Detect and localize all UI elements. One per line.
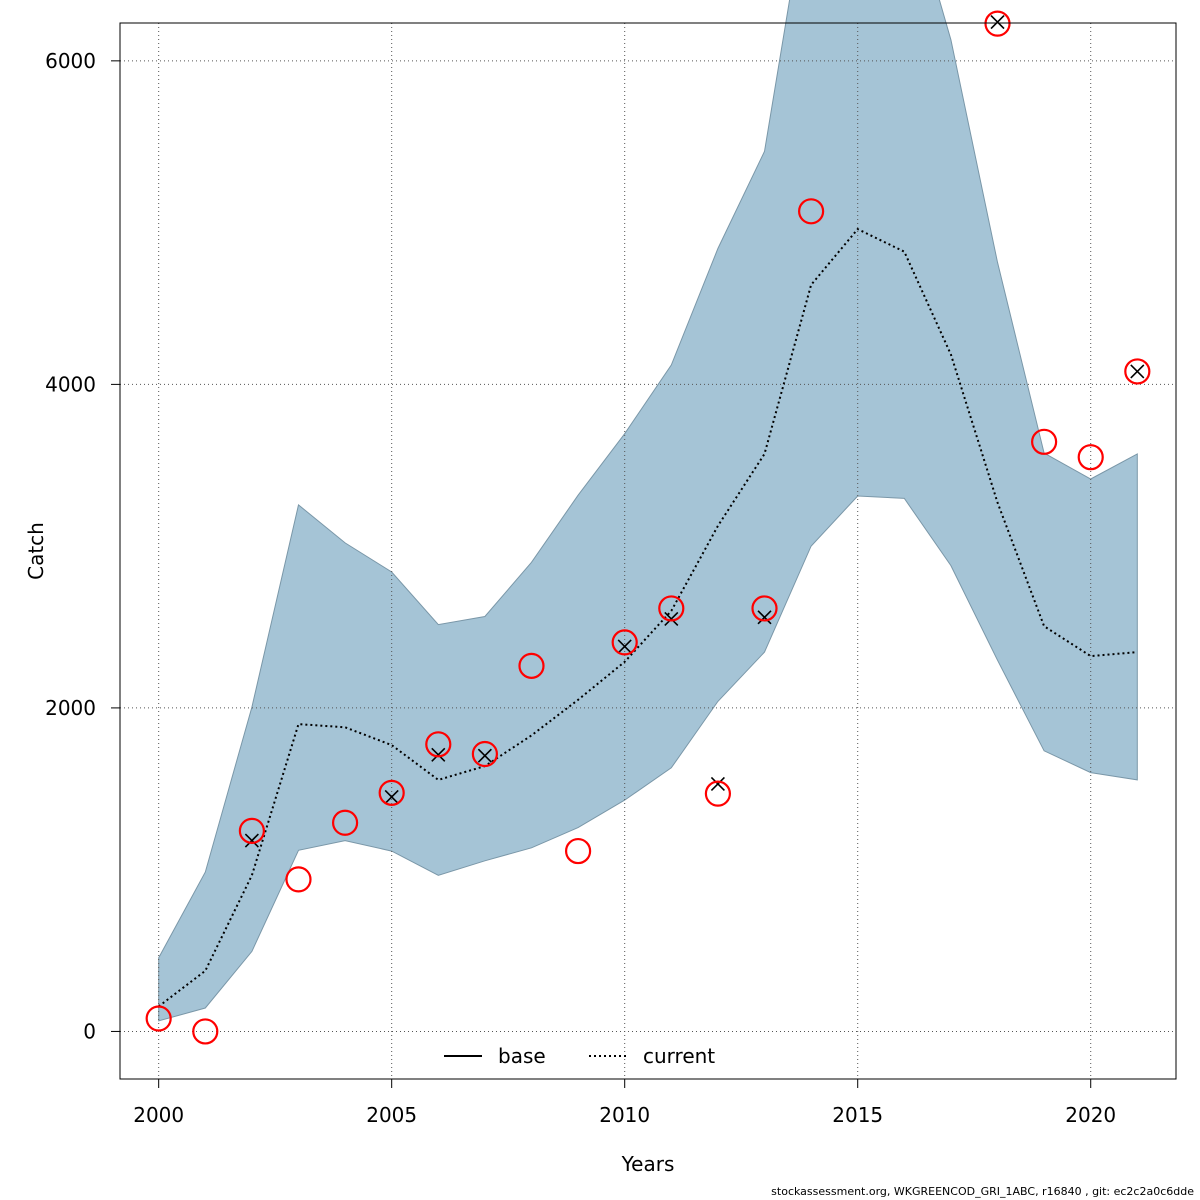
predicted-point-2007 <box>477 748 492 763</box>
predicted-point-2011 <box>664 611 679 627</box>
y-axis-title: Catch <box>24 522 48 580</box>
point-layer <box>145 10 1151 1045</box>
x-tick-label: 2010 <box>599 1103 650 1127</box>
predicted-point-2013 <box>757 610 772 625</box>
predicted-cross-stroke <box>477 748 492 763</box>
legend-label-base: base <box>498 1044 546 1068</box>
series-line-layer <box>158 227 1138 1008</box>
predicted-cross-stroke <box>244 833 259 848</box>
predicted-cross-stroke <box>617 639 632 654</box>
predicted-point-2002 <box>244 833 259 848</box>
observed-point-2006 <box>425 731 452 758</box>
y-tick-label: 6000 <box>45 49 96 73</box>
observed-point-2010 <box>611 629 638 656</box>
predicted-point-2006 <box>431 747 446 762</box>
predicted-cross-stroke <box>990 14 1005 30</box>
predicted-point-2010 <box>617 639 632 654</box>
legend: base current <box>444 1044 715 1068</box>
observed-point-2011 <box>658 595 685 622</box>
predicted-point-2012 <box>710 776 725 792</box>
x-tick-label: 2015 <box>832 1103 883 1127</box>
confidence-ribbon <box>158 0 1138 1022</box>
observed-point-2005 <box>378 779 405 806</box>
observed-point-2001 <box>192 1018 219 1045</box>
observed-point-2020 <box>1077 444 1104 471</box>
predicted-cross-stroke <box>710 776 725 792</box>
predicted-point-2018 <box>990 14 1005 30</box>
legend-label-current: current <box>643 1044 715 1068</box>
predicted-cross-stroke <box>384 789 399 804</box>
x-tick-label: 2020 <box>1065 1103 1116 1127</box>
observed-point-2009 <box>564 837 592 865</box>
observed-point-2021 <box>1124 358 1151 385</box>
x-axis-title: Years <box>621 1152 675 1176</box>
confidence-ribbon-layer <box>158 0 1138 1022</box>
observed-point-2014 <box>798 198 825 225</box>
predicted-point-2005 <box>384 789 399 804</box>
footer-note: stockassessment.org, WKGREENCOD_GRI_1ABC… <box>771 1185 1194 1198</box>
observed-point-2008 <box>518 652 545 679</box>
observed-point-2018 <box>984 10 1011 37</box>
observed-point-2000 <box>145 1005 172 1032</box>
observed-point-2019 <box>1031 428 1058 455</box>
predicted-cross-stroke <box>757 610 772 625</box>
x-tick-label: 2005 <box>366 1103 417 1127</box>
plot-frame <box>119 22 1177 1080</box>
predicted-cross-stroke <box>1130 364 1145 379</box>
predicted-cross-stroke <box>664 611 679 627</box>
observed-point-2004 <box>331 809 359 836</box>
y-tick-label: 0 <box>83 1019 96 1043</box>
predicted-cross-stroke <box>431 747 446 762</box>
series-line-current <box>158 227 1138 1008</box>
y-tick-label: 2000 <box>45 696 96 720</box>
observed-point-2013 <box>751 595 778 622</box>
grid-layer <box>120 23 1176 1079</box>
axis-layer: 2000 2005 2010 2015 2020 0 2000 4000 6000 <box>45 49 1116 1127</box>
observed-point-2003 <box>285 866 312 893</box>
predicted-point-2021 <box>1130 364 1145 379</box>
observed-point-2012 <box>704 780 732 807</box>
observed-point-2002 <box>238 817 265 844</box>
x-tick-label: 2000 <box>133 1103 184 1127</box>
y-tick-label: 4000 <box>45 372 96 396</box>
observed-point-2007 <box>471 740 498 768</box>
